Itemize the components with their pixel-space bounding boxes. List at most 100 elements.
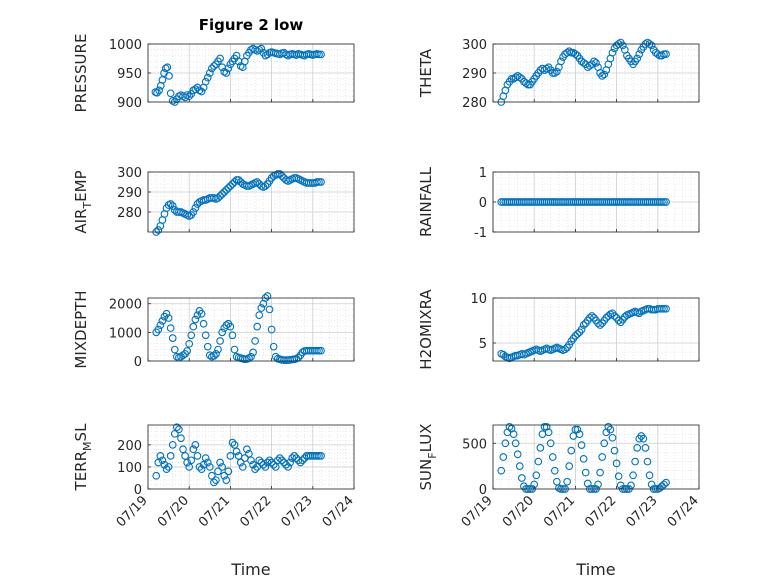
data-point [222, 69, 231, 77]
data-point [156, 321, 165, 330]
data-point [275, 170, 284, 178]
data-point [166, 200, 175, 208]
data-point [251, 337, 259, 345]
data-point [253, 322, 262, 331]
data-point [573, 330, 582, 338]
data-point [553, 67, 561, 76]
data-point [187, 331, 196, 340]
data-point [162, 309, 171, 318]
data-point [222, 476, 231, 485]
axes-box [147, 424, 355, 490]
data-point [563, 477, 572, 486]
data-point [224, 64, 233, 73]
data-point [561, 345, 569, 354]
series-markers [497, 38, 670, 106]
data-point [201, 77, 210, 86]
data-point [548, 453, 557, 461]
y-axis-label: PRESSURE [72, 34, 90, 113]
data-point [185, 339, 194, 348]
data-point [245, 449, 253, 458]
data-point [315, 178, 323, 186]
y-tick-label: 900 [117, 96, 142, 111]
data-point [245, 354, 253, 362]
y-tick-label: 280 [462, 96, 487, 111]
data-point [594, 319, 602, 328]
data-point [596, 468, 604, 477]
data-point [191, 204, 200, 212]
data-point [201, 454, 210, 462]
data-point [577, 441, 586, 449]
data-point [629, 471, 637, 480]
data-point [187, 456, 196, 465]
data-point [596, 321, 604, 329]
data-point [575, 430, 584, 438]
data-point [662, 198, 670, 206]
data-point [197, 87, 206, 96]
data-point [243, 445, 251, 454]
data-point [658, 198, 666, 206]
data-point [216, 54, 224, 63]
data-point [614, 472, 623, 481]
axes-box [147, 171, 355, 233]
data-point [155, 86, 163, 95]
data-point [585, 313, 594, 322]
data-point [205, 69, 214, 77]
data-point [185, 463, 194, 471]
data-point [153, 88, 161, 97]
data-point [579, 58, 588, 67]
data-point [234, 176, 243, 184]
data-point [216, 337, 224, 345]
data-point [255, 456, 264, 465]
subplot-1: 900 950 1000 PRESSURE [72, 34, 355, 113]
data-point [579, 321, 588, 329]
data-point [509, 430, 518, 438]
data-point [228, 438, 237, 447]
data-point [218, 190, 227, 198]
data-point [226, 182, 235, 190]
data-point [261, 182, 270, 190]
data-point [271, 352, 280, 361]
series-markers [151, 44, 325, 106]
data-point [165, 72, 173, 80]
data-point [214, 467, 222, 476]
data-point [224, 467, 233, 476]
y-tick-label: 2000 [109, 298, 142, 313]
data-point [515, 462, 524, 470]
y-axis-label: AIRTEMP [72, 170, 94, 233]
y-axis-label: RAINFALL [417, 166, 435, 237]
data-point [544, 428, 553, 437]
data-point [317, 346, 325, 355]
data-point [567, 48, 576, 57]
subplot-6: 5 10 H2OMIXRA [417, 289, 700, 370]
data-point [548, 69, 557, 77]
series-markers [497, 304, 670, 363]
y-tick-label: 0 [134, 483, 142, 498]
data-point [606, 425, 615, 434]
data-point [641, 444, 650, 452]
data-point [588, 312, 596, 320]
data-point [197, 309, 206, 318]
data-point [249, 460, 257, 469]
axes-box [147, 297, 355, 362]
y-tick-label: 300 [462, 38, 487, 53]
data-point [197, 465, 206, 473]
data-point [191, 315, 200, 324]
y-tick-label: -1 [474, 226, 487, 241]
data-point [278, 172, 286, 180]
data-point [191, 441, 200, 449]
subplot-4: -1 0 1 RAINFALL [417, 166, 700, 241]
data-point [296, 458, 305, 467]
y-tick-label: 300 [117, 166, 142, 181]
y-tick-label: 290 [462, 67, 487, 82]
data-point [158, 76, 167, 84]
data-point [236, 458, 245, 467]
data-point [181, 452, 189, 460]
data-point [313, 178, 321, 186]
data-point [168, 202, 177, 210]
data-point [166, 452, 175, 460]
data-point [610, 446, 619, 455]
data-point [662, 304, 670, 313]
